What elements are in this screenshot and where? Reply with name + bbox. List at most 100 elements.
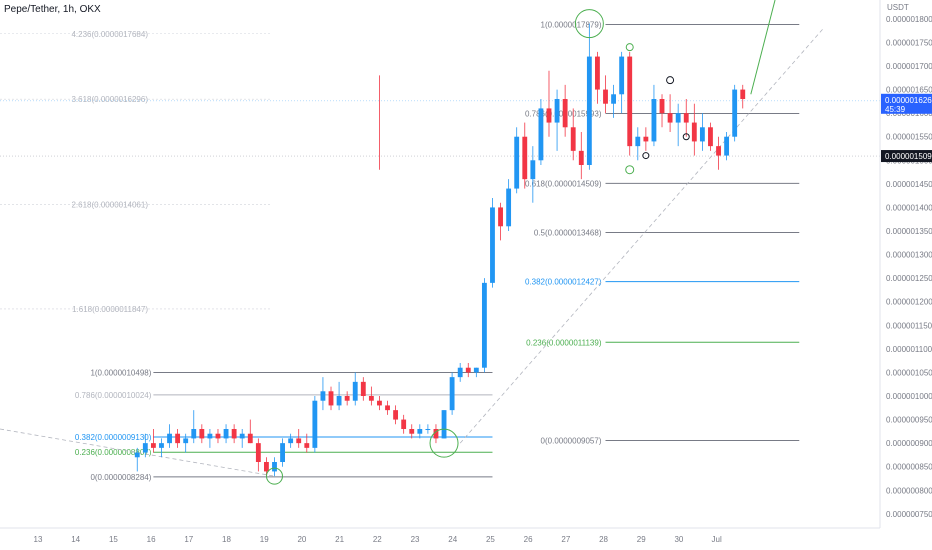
x-tick-label: 17 xyxy=(184,535,193,544)
marker-layer xyxy=(265,9,690,485)
candle-body xyxy=(239,433,245,439)
candle-body xyxy=(409,429,415,434)
candle-body xyxy=(675,113,681,123)
candle-body xyxy=(377,400,382,406)
trendline xyxy=(0,428,275,477)
candle-body xyxy=(199,429,205,439)
current-price-badge xyxy=(881,93,932,114)
candle-body xyxy=(708,127,713,147)
candle-body xyxy=(183,438,189,444)
candle-body xyxy=(683,113,689,123)
candle-body xyxy=(264,462,269,472)
fib-ext-label: 2.618(0.0000014061) xyxy=(71,201,148,210)
x-tick-label: 22 xyxy=(373,535,382,544)
candle-body xyxy=(247,433,253,444)
candle-body xyxy=(546,108,552,123)
x-tick-label: 16 xyxy=(147,535,156,544)
y-tick-label: 0.0000011000 xyxy=(886,345,932,354)
fib-level-label: 0.236(0.0000008807) xyxy=(75,448,152,457)
candle-body xyxy=(538,108,544,161)
x-tick-label: 23 xyxy=(411,535,420,544)
candle-body xyxy=(336,396,342,406)
candle-body xyxy=(716,146,721,156)
swing-low-marker xyxy=(429,428,459,458)
swing-high-marker xyxy=(574,9,604,39)
candle-body xyxy=(465,367,471,373)
candle-body xyxy=(393,410,399,420)
x-tick-label: 30 xyxy=(674,535,683,544)
candle-body xyxy=(296,438,302,444)
candle-body xyxy=(142,443,148,453)
candle-body xyxy=(724,136,730,156)
candle-body xyxy=(441,410,447,439)
x-tick-label: 25 xyxy=(486,535,495,544)
candle-body xyxy=(320,391,326,401)
x-tick-label: Jul xyxy=(712,535,722,544)
candle-body xyxy=(481,282,487,368)
candle-body xyxy=(150,443,156,448)
candle-body xyxy=(134,452,140,458)
time-axis[interactable]: 13 14 15 16 17 18 19 20 21 22 23 24 25 26 27 28 29 30 Jul xyxy=(0,527,880,544)
fib-level-label: 1(0.0000010498) xyxy=(90,369,151,378)
candle-body xyxy=(530,160,536,180)
candle-body xyxy=(304,443,310,448)
candle-body xyxy=(635,136,641,147)
fib-level-label: 0.236(0.0000011139) xyxy=(526,338,602,347)
candle-body xyxy=(417,429,423,434)
fibonacci-retracement: 1(0.0000017879)0.786(0.0000015993)0.618(… xyxy=(0,21,800,482)
candle-body xyxy=(288,438,294,444)
candle-body xyxy=(207,433,213,439)
chart-title: Pepe/Tether, 1h, OKX xyxy=(4,4,101,15)
pivot-marker xyxy=(682,133,690,141)
candle-body xyxy=(570,127,576,151)
pivot-marker xyxy=(625,165,635,175)
candle-body xyxy=(699,127,705,142)
candle-body xyxy=(167,433,172,444)
candle-body xyxy=(433,429,439,439)
candle-body xyxy=(231,429,237,439)
y-tick-label: 0.0000011500 xyxy=(886,321,932,330)
candle-body xyxy=(611,94,616,104)
fib-level-label: 0.382(0.0000012427) xyxy=(525,278,602,287)
candle-body xyxy=(312,400,318,448)
candle-body xyxy=(740,89,746,99)
currency-label: USDT xyxy=(887,3,909,12)
x-tick-label: 24 xyxy=(448,535,457,544)
candle-body xyxy=(498,207,503,227)
x-tick-label: 18 xyxy=(222,535,231,544)
candle-body xyxy=(328,391,334,406)
fib-ext-label: 1.618(0.0000011847) xyxy=(72,305,148,314)
x-tick-label: 14 xyxy=(71,535,80,544)
candle-body xyxy=(562,99,568,128)
x-tick-label: 15 xyxy=(109,535,118,544)
x-tick-label: 21 xyxy=(335,535,344,544)
candle-body xyxy=(280,443,285,462)
projection-line xyxy=(750,0,776,95)
candle-body xyxy=(643,136,649,142)
swing-low-marker xyxy=(265,467,283,485)
candle-body xyxy=(595,56,600,90)
bar-countdown: 45:39 xyxy=(885,105,906,114)
x-tick-label: 20 xyxy=(297,535,306,544)
x-tick-label: 13 xyxy=(34,535,43,544)
candle-series xyxy=(134,23,746,477)
level-price-value: 0.0000015090 xyxy=(885,152,932,161)
candle-body xyxy=(473,367,479,373)
pivot-marker xyxy=(666,76,675,85)
candle-body xyxy=(651,99,657,142)
candle-body xyxy=(691,122,697,142)
pivot-marker xyxy=(625,43,634,52)
